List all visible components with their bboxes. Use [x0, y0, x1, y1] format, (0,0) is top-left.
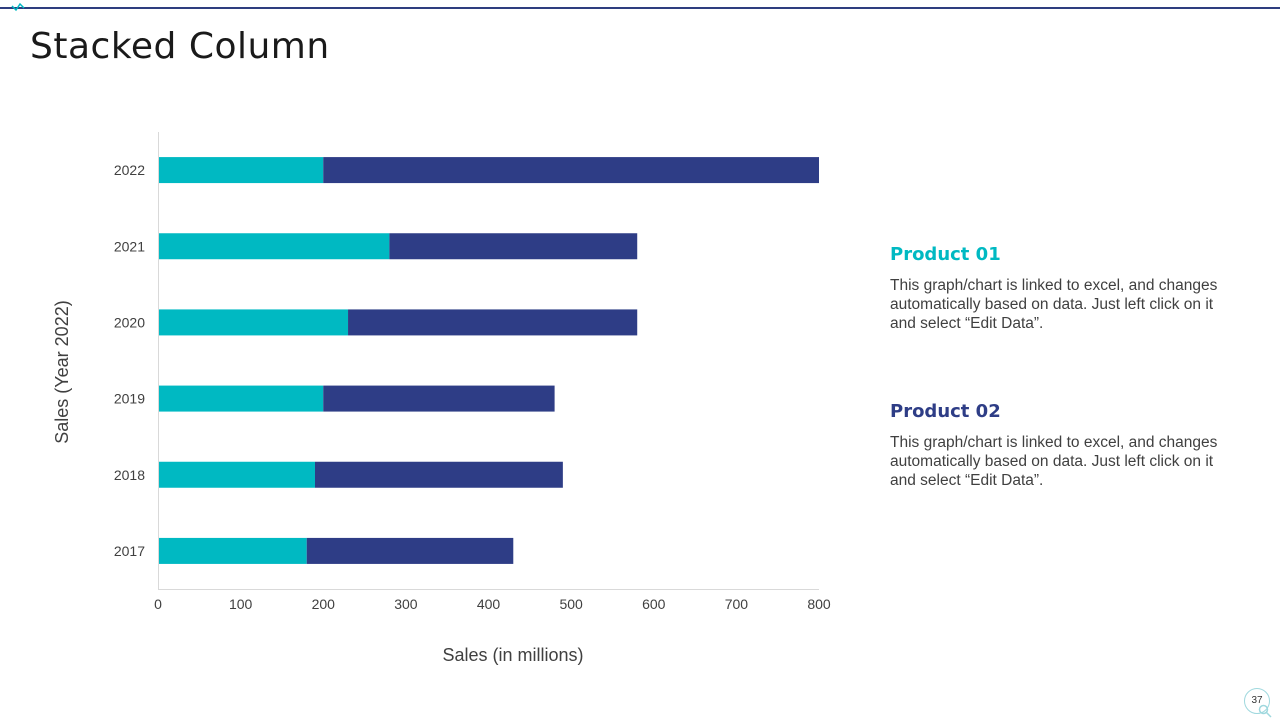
stacked-bar-chart: 0 100 200 300 400 500 600 700 800 20172018201920…	[52, 132, 831, 665]
x-tick-label: 200	[312, 596, 336, 612]
bar-2018-series-1	[158, 461, 315, 488]
bar-2018-series-2	[314, 461, 563, 488]
bar-2020-series-2	[348, 309, 638, 336]
y-axis-title: Sales (Year 2022)	[52, 300, 72, 443]
search-icon[interactable]	[1258, 704, 1272, 718]
bars-layer	[158, 157, 819, 564]
top-rule	[0, 7, 1280, 9]
bar-2021-series-2	[389, 233, 638, 260]
legend-text-product-01: This graph/chart is linked to excel, and…	[890, 277, 1218, 332]
x-tick-label: 0	[154, 596, 162, 612]
y-tick-label: 2022	[114, 162, 145, 178]
x-tick-label: 700	[725, 596, 749, 612]
legend-text-product-02: This graph/chart is linked to excel, and…	[890, 434, 1218, 489]
y-tick-label: 2020	[114, 314, 145, 330]
x-tick-label: 400	[477, 596, 501, 612]
x-tick-label: 300	[394, 596, 418, 612]
bar-2019-series-2	[323, 385, 555, 412]
x-tick-labels: 0 100 200 300 400 500 600 700 800	[154, 596, 831, 612]
bar-2020-series-1	[158, 309, 349, 336]
bar-2022-series-1	[158, 157, 324, 184]
y-tick-label: 2021	[114, 238, 145, 254]
bar-2022-series-2	[323, 157, 819, 184]
x-axis-title: Sales (in millions)	[442, 645, 583, 665]
bar-2019-series-1	[158, 385, 324, 412]
y-tick-label: 2017	[114, 543, 145, 559]
x-tick-label: 500	[559, 596, 583, 612]
y-tick-labels: 2017 2018 2019 2020 2021 2022	[114, 162, 145, 559]
corner-decoration-icon	[11, 2, 25, 12]
x-tick-label: 600	[642, 596, 666, 612]
bar-2017-series-2	[306, 537, 514, 564]
slide-title: Stacked Column	[30, 26, 330, 67]
legend-product-02: Product 02 This graph/chart is linked to…	[890, 401, 1235, 490]
bar-2017-series-1	[158, 537, 307, 564]
legend-product-01: Product 01 This graph/chart is linked to…	[890, 244, 1235, 333]
bar-2021-series-1	[158, 233, 390, 260]
legend-heading-product-01: Product 01	[890, 244, 1001, 265]
x-tick-label: 800	[807, 596, 831, 612]
legend-heading-product-02: Product 02	[890, 401, 1001, 422]
y-tick-label: 2018	[114, 467, 145, 483]
page-number: 37	[1244, 688, 1270, 714]
x-tick-label: 100	[229, 596, 253, 612]
y-tick-label: 2019	[114, 391, 145, 407]
